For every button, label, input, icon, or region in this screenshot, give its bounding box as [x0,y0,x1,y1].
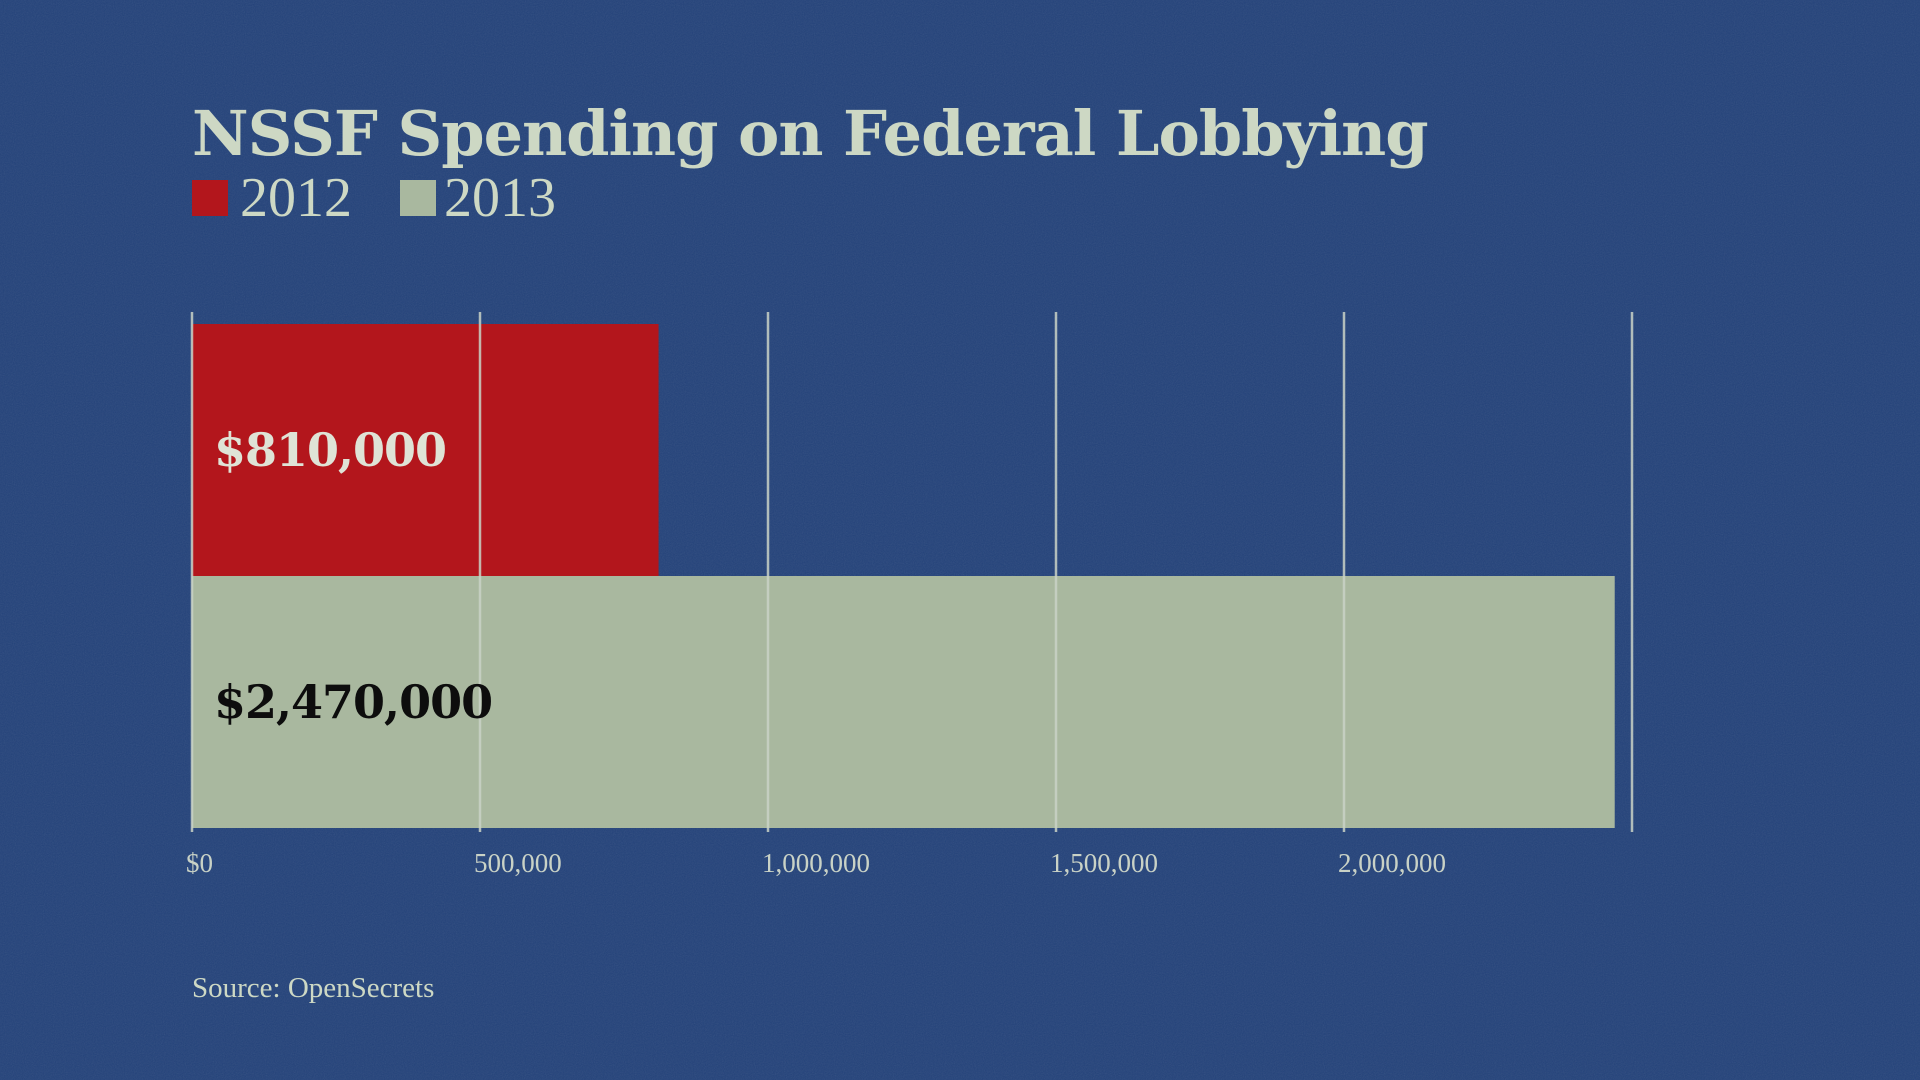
value-labels: $810,000 $2,470,000 [214,423,493,729]
tick-label-2000000: 2,000,000 [1338,848,1446,878]
value-label-2013: $2,470,000 [214,675,492,729]
legend-swatch-2012 [192,180,228,216]
bar-2012 [192,324,659,576]
legend-label-2012: 2012 [240,167,352,229]
legend: 2012 2013 [192,167,556,229]
source-note: Source: OpenSecrets [192,972,434,1004]
bars-group [192,324,1615,828]
tick-label-1500000: 1,500,000 [1050,848,1158,878]
grid-lines [190,312,1634,832]
legend-label-2013: 2013 [444,167,556,229]
x-axis-tick-labels: $0 500,000 1,000,000 1,500,000 2,000,000 [186,848,1446,878]
legend-swatch-2013 [400,180,436,216]
chart-title: NSSF Spending on Federal Lobbying [192,97,1428,170]
tick-label-1000000: 1,000,000 [762,848,870,878]
tick-label-500000: 500,000 [474,848,562,878]
value-label-2012: $810,000 [214,423,446,477]
bar-2013 [192,576,1615,828]
tick-label-0: $0 [186,848,213,878]
